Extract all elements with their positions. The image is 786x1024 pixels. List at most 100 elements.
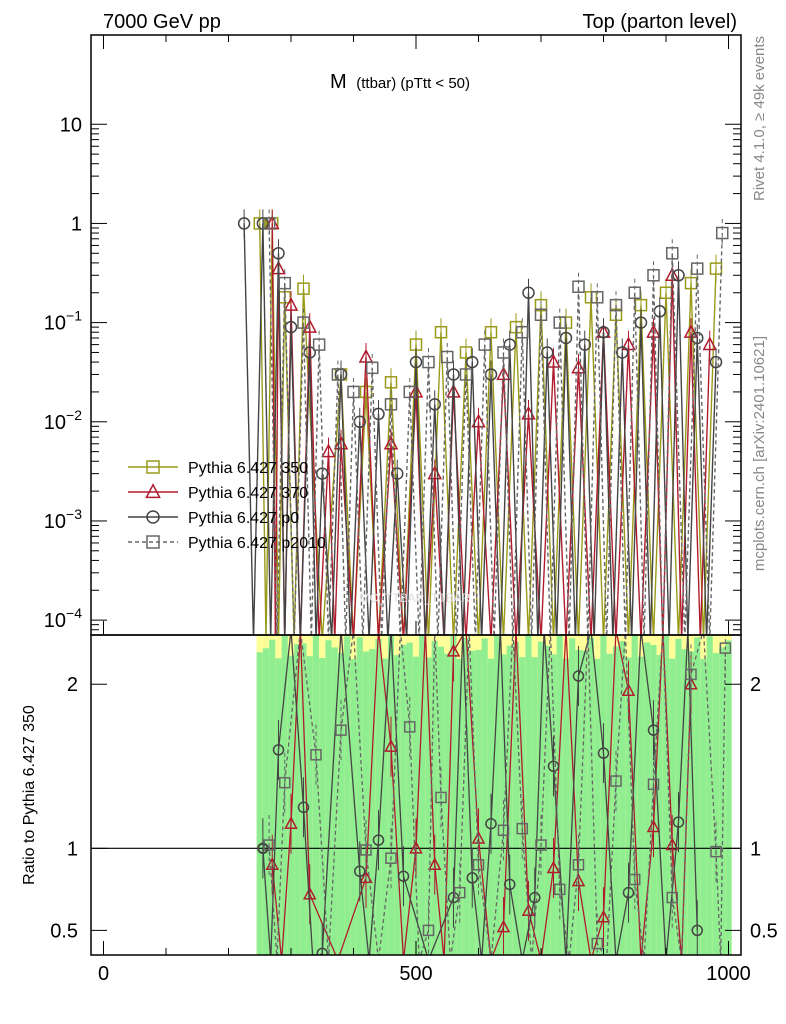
mcplots-label: mcplots.cern.ch [arXiv:2401.10621]: [751, 336, 768, 571]
ratio-band-green: [362, 651, 370, 955]
ratio-band-green: [637, 656, 645, 955]
data-point: [347, 385, 360, 399]
ratio-band-green: [344, 636, 351, 955]
data-point: [466, 355, 479, 369]
ratio-band-green: [625, 657, 632, 955]
data-point: [297, 282, 310, 295]
data-point: [672, 269, 685, 282]
ratio-band-green: [587, 637, 595, 955]
ratio-series-pythia-6-427-p0: [257, 635, 703, 955]
data-point: [709, 355, 723, 369]
plot-title-main: M: [330, 71, 347, 93]
ratio-point: [691, 924, 703, 937]
ratio-point: [359, 870, 373, 884]
ratio-point: [265, 857, 279, 870]
ratio-y-tick-label-right: 2: [750, 674, 761, 696]
ratio-point: [647, 778, 660, 791]
legend-label: Pythia 6.427 350: [188, 460, 308, 477]
data-point: [572, 280, 585, 293]
legend-label: Pythia 6.427 p0: [188, 510, 299, 527]
ratio-point: [546, 860, 561, 874]
ratio-band-green: [600, 635, 607, 955]
data-point: [684, 276, 698, 290]
watermark: MC_TTBAR_TTBAR: [360, 591, 471, 605]
ratio-point: [354, 865, 366, 878]
ratio-point: [710, 845, 722, 858]
ratio-band-green: [469, 650, 476, 955]
data-point: [702, 336, 718, 351]
data-point: [409, 355, 423, 369]
ratio-point: [409, 840, 423, 854]
ratio-band-green: [712, 653, 720, 955]
ratio-band-green: [544, 645, 551, 955]
ratio-point: [472, 858, 485, 871]
ratio-band-green: [450, 636, 457, 955]
y-tick-label: 10−2: [44, 407, 82, 434]
ratio-band-green: [462, 637, 470, 955]
data-point: [302, 318, 318, 333]
ratio-band-green: [275, 658, 282, 955]
ratio-band-green: [437, 646, 445, 955]
x-tick-label: 1000: [706, 963, 751, 985]
data-point: [403, 385, 416, 399]
ratio-band-green: [350, 658, 357, 955]
y-tick-base: 10: [44, 511, 66, 533]
ratio-point: [647, 724, 660, 736]
ratio-point: [316, 947, 328, 955]
data-point: [391, 467, 404, 480]
data-point: [434, 325, 448, 339]
plot-title-sub: (ttbar) (pTtt < 50): [356, 75, 470, 92]
ratio-band-green: [394, 655, 401, 955]
ratio-point: [404, 721, 416, 733]
ratio-point: [397, 870, 410, 882]
ratio-point: [297, 801, 310, 814]
data-point: [253, 217, 266, 230]
ratio-point: [610, 775, 622, 787]
ratio-band-green: [387, 635, 395, 955]
ratio-point: [597, 747, 610, 759]
ratio-point: [428, 857, 442, 870]
data-point: [616, 346, 629, 359]
ratio-band-green: [569, 638, 576, 955]
data-point: [546, 353, 561, 368]
ratio-y-tick-label-right: 0.5: [750, 920, 778, 942]
ratio-band-green: [406, 642, 413, 955]
header-right: Top (parton level): [582, 11, 737, 33]
ratio-point: [485, 817, 497, 830]
y-tick-exponent: −2: [66, 407, 82, 423]
data-point: [262, 217, 276, 230]
data-point: [321, 443, 336, 458]
ratio-point: [496, 919, 511, 933]
ratio-band-green: [431, 640, 438, 955]
ratio-band-green: [369, 649, 376, 955]
data-point: [716, 226, 729, 240]
data-point: [384, 398, 398, 411]
ratio-band-green: [706, 636, 713, 955]
ratio-series-group: [91, 635, 741, 955]
ratio-band-green: [356, 637, 363, 955]
legend-label: Pythia 6.427 370: [188, 485, 308, 502]
data-point: [691, 262, 704, 275]
ratio-y-tick-label-right: 1: [750, 838, 761, 860]
ratio-y-label: Ratio to Pythia 6.427 350: [21, 705, 38, 885]
legend-marker: [146, 460, 160, 474]
ratio-point: [685, 668, 697, 681]
ratio-band-green: [494, 635, 501, 955]
legend-marker: [146, 535, 160, 549]
ratio-band-green: [562, 658, 570, 955]
data-point: [278, 276, 291, 290]
data-point: [383, 435, 399, 450]
data-point: [272, 247, 285, 260]
y-tick-exponent: −1: [66, 308, 82, 324]
data-point: [237, 217, 251, 230]
ratio-point: [385, 852, 397, 864]
data-point: [591, 291, 604, 304]
ratio-point: [646, 819, 661, 833]
ratio-line: [268, 635, 727, 955]
ratio-point: [547, 760, 560, 773]
plot-title: M (ttbar) (pTtt < 50): [330, 71, 470, 93]
y-tick-label: 10−3: [44, 506, 82, 533]
data-point: [459, 346, 473, 359]
